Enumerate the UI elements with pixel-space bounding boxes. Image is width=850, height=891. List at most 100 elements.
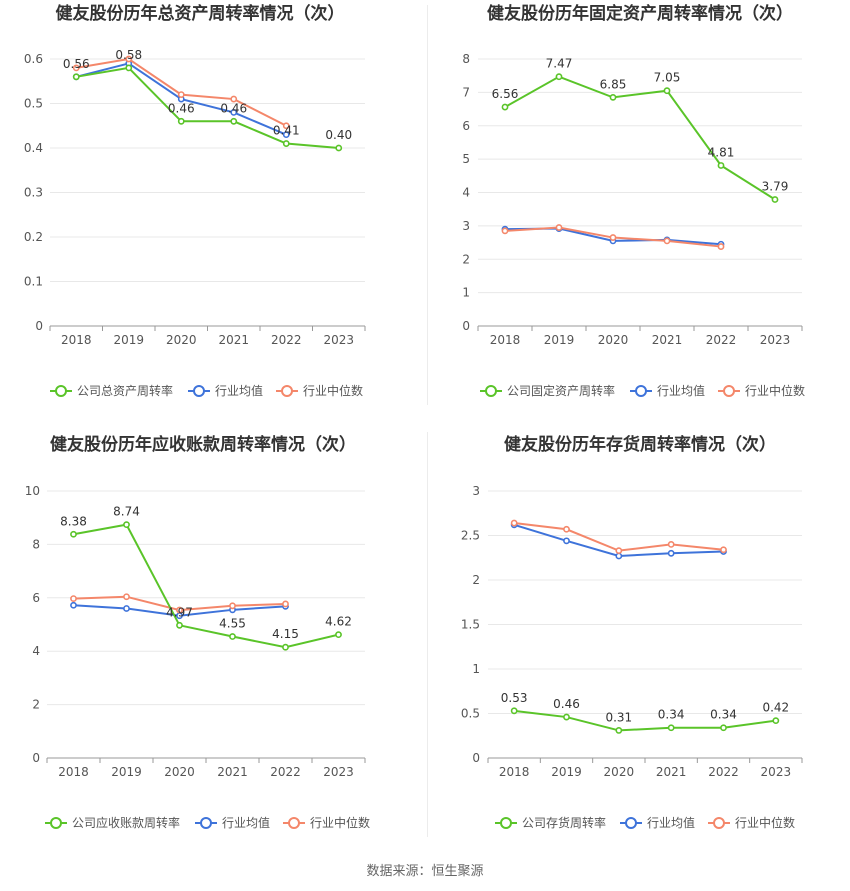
y-tick-label: 0.2 — [24, 230, 43, 244]
data-point[interactable] — [229, 633, 236, 640]
x-tick-label: 2019 — [551, 765, 582, 779]
legend-item-2[interactable]: 行业均值 — [630, 383, 705, 398]
x-tick-label: 2023 — [323, 765, 354, 779]
data-label: 0.40 — [325, 128, 352, 142]
data-label: 0.46 — [553, 697, 580, 711]
data-point[interactable] — [177, 117, 185, 125]
data-point[interactable] — [563, 713, 570, 721]
y-tick-label: 2 — [472, 573, 480, 587]
data-point[interactable] — [230, 117, 238, 125]
x-tick-label: 2021 — [217, 765, 248, 779]
data-label: 0.56 — [63, 57, 90, 71]
divider-bottom — [427, 432, 428, 837]
data-point[interactable] — [717, 162, 725, 169]
data-point[interactable] — [501, 103, 509, 111]
data-point[interactable] — [663, 237, 671, 245]
legend-item-2[interactable]: 行业均值 — [188, 383, 263, 398]
data-point[interactable] — [667, 541, 675, 548]
data-point[interactable] — [70, 530, 77, 538]
legend-marker-icon — [193, 385, 205, 397]
legend-item-3[interactable]: 行业中位数 — [708, 815, 795, 830]
data-point[interactable] — [282, 131, 290, 139]
data-point[interactable] — [230, 95, 238, 103]
y-tick-label: 0.5 — [24, 97, 43, 111]
data-point[interactable] — [772, 717, 780, 725]
data-point[interactable] — [615, 547, 623, 555]
data-point[interactable] — [667, 724, 675, 732]
data-point[interactable] — [501, 227, 509, 235]
data-label: 3.79 — [762, 180, 789, 194]
data-label: 0.46 — [220, 101, 247, 115]
data-point[interactable] — [123, 605, 130, 612]
data-point[interactable] — [72, 64, 80, 72]
legend-item-3[interactable]: 行业中位数 — [283, 815, 370, 830]
data-point[interactable] — [70, 601, 77, 609]
data-point[interactable] — [176, 606, 183, 614]
x-tick-label: 2020 — [164, 765, 195, 779]
legend-item-1[interactable]: 公司固定资产周转率 — [480, 383, 615, 398]
chart-panel-2: 健友股份历年固定资产周转率情况（次） 0 1 2 3 4 5 6 7 8 2018 2019 2020 2… — [462, 3, 805, 398]
legend-item-2[interactable]: 行业均值 — [620, 815, 695, 830]
x-tick-label: 2018 — [61, 333, 92, 347]
legend-item-1[interactable]: 公司应收账款周转率 — [45, 815, 180, 830]
data-point[interactable] — [70, 595, 77, 603]
data-point[interactable] — [555, 73, 563, 81]
legend-item-1[interactable]: 公司总资产周转率 — [50, 383, 173, 398]
data-point[interactable] — [123, 521, 130, 529]
data-point[interactable] — [555, 224, 563, 231]
data-point[interactable] — [663, 87, 671, 95]
legend-item-1[interactable]: 公司存货周转率 — [495, 815, 606, 830]
data-point[interactable] — [230, 109, 238, 116]
chart-title: 健友股份历年存货周转率情况（次） — [504, 434, 776, 455]
data-point[interactable] — [667, 549, 675, 557]
data-point[interactable] — [615, 727, 623, 734]
chart-title: 健友股份历年固定资产周转率情况（次） — [487, 3, 793, 24]
data-point[interactable] — [177, 91, 185, 98]
y-tick-label: 2.5 — [461, 529, 480, 543]
y-tick-label: 4 — [32, 644, 40, 658]
data-point[interactable] — [717, 243, 725, 250]
x-tick-label: 2021 — [218, 333, 249, 347]
legend-marker-icon — [723, 385, 735, 397]
data-point[interactable] — [335, 144, 343, 152]
legend-item-3[interactable]: 行业中位数 — [276, 383, 363, 398]
y-tick-label: 1 — [472, 662, 480, 676]
data-point[interactable] — [771, 196, 779, 203]
data-label: 0.53 — [501, 691, 528, 705]
data-point[interactable] — [125, 64, 133, 72]
legend-item-2[interactable]: 行业均值 — [195, 815, 270, 830]
x-tick-label: 2019 — [113, 333, 144, 347]
data-point[interactable] — [282, 122, 290, 130]
y-tick-label: 4 — [462, 186, 470, 200]
data-point[interactable] — [335, 631, 342, 639]
data-point[interactable] — [72, 73, 80, 81]
x-tick-label: 2022 — [708, 765, 739, 779]
data-point[interactable] — [282, 140, 290, 147]
data-point[interactable] — [720, 724, 727, 732]
data-point[interactable] — [720, 546, 727, 554]
data-point[interactable] — [123, 593, 130, 601]
data-point[interactable] — [609, 234, 617, 241]
data-point[interactable] — [176, 621, 183, 629]
data-point[interactable] — [615, 552, 623, 560]
legend-marker-icon — [500, 817, 512, 829]
legend-marker-icon — [625, 817, 637, 829]
data-point[interactable] — [282, 643, 289, 651]
data-point[interactable] — [510, 707, 518, 715]
data-point[interactable] — [609, 93, 617, 101]
data-point[interactable] — [563, 525, 570, 533]
y-tick-label: 3 — [472, 484, 480, 498]
legend-item-3[interactable]: 行业中位数 — [718, 383, 805, 398]
data-point[interactable] — [125, 55, 133, 63]
x-tick-label: 2019 — [111, 765, 142, 779]
x-tick-label: 2023 — [761, 765, 792, 779]
data-point[interactable] — [563, 537, 570, 545]
data-point[interactable] — [229, 602, 236, 610]
data-label: 0.58 — [115, 48, 142, 62]
legend-label: 公司总资产周转率 — [77, 383, 173, 398]
data-label: 0.46 — [168, 101, 195, 115]
legend-marker-icon — [200, 817, 212, 829]
data-point[interactable] — [510, 519, 518, 527]
legend-label: 行业均值 — [215, 383, 263, 398]
data-point[interactable] — [282, 600, 289, 608]
